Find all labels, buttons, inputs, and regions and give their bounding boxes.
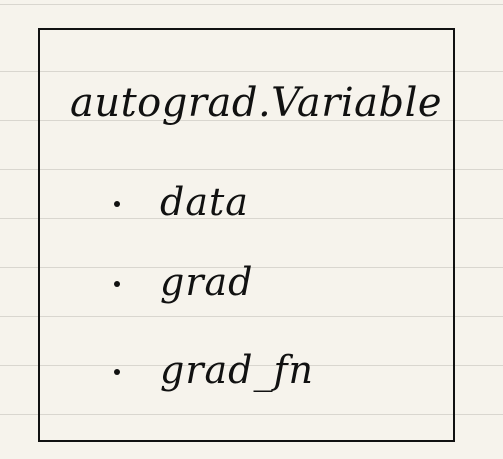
diagram-box: autograd.Variable data grad grad_fn xyxy=(38,28,455,442)
attribute-label: grad_fn xyxy=(160,348,315,392)
attribute-label: data xyxy=(160,180,249,224)
attribute-item-grad: grad xyxy=(114,260,253,304)
bullet-icon xyxy=(114,201,120,207)
attribute-item-grad-fn: grad_fn xyxy=(114,348,314,392)
attribute-label: grad xyxy=(160,260,254,304)
diagram-title: autograd.Variable xyxy=(70,80,443,126)
bullet-icon xyxy=(114,369,120,375)
attribute-item-data: data xyxy=(114,180,249,224)
bullet-icon xyxy=(114,281,120,287)
